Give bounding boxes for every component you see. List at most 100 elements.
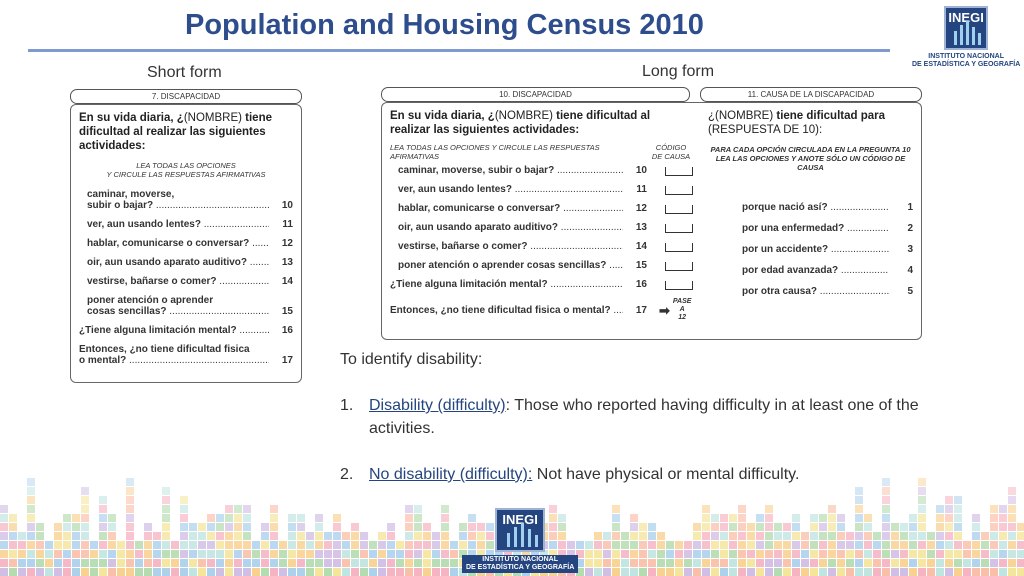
color-bar-cell — [792, 514, 800, 522]
color-bar-cell — [963, 568, 971, 576]
color-bar-cell — [297, 559, 305, 567]
color-bar-cell — [162, 559, 170, 567]
color-bar-cell — [954, 514, 962, 522]
color-bar-cell — [99, 523, 107, 531]
color-bar-cell — [972, 541, 980, 549]
color-bar-cell — [585, 541, 593, 549]
color-bar-cell — [459, 532, 467, 540]
color-bar-cell — [27, 523, 35, 531]
color-bar-cell — [162, 505, 170, 513]
color-bar-cell — [261, 568, 269, 576]
color-bar-cell — [414, 559, 422, 567]
color-bar-cell — [396, 541, 404, 549]
color-bar-cell — [981, 550, 989, 558]
color-bar-cell — [27, 514, 35, 522]
color-bar-cell — [792, 541, 800, 549]
color-bar-cell — [855, 568, 863, 576]
color-bar-cell — [126, 487, 134, 495]
color-bar-cell — [720, 559, 728, 567]
color-bar-cell — [423, 568, 431, 576]
question-option: ¿Tiene alguna limitación mental?16 — [390, 279, 693, 290]
color-bar-cell — [864, 541, 872, 549]
color-bar-cell — [774, 550, 782, 558]
color-bar-cell — [864, 568, 872, 576]
color-bar-cell — [945, 523, 953, 531]
color-bar-cell — [864, 559, 872, 567]
cause-code-box[interactable] — [665, 281, 693, 290]
color-bar-cell — [819, 514, 827, 522]
color-bar-cell — [702, 541, 710, 549]
color-bar-cell — [999, 568, 1007, 576]
color-bar-cell — [882, 541, 890, 549]
color-bar-cell — [369, 568, 377, 576]
option-code: 17 — [281, 355, 293, 366]
color-bar-cell — [387, 523, 395, 531]
cause-code-box[interactable] — [665, 167, 693, 176]
color-bar-cell — [54, 550, 62, 558]
cause-code-box[interactable] — [665, 262, 693, 271]
color-bar-cell — [855, 532, 863, 540]
color-bar-cell — [675, 550, 683, 558]
color-bar-cell — [657, 559, 665, 567]
color-bar-cell — [414, 550, 422, 558]
color-bar-cell — [63, 568, 71, 576]
color-bar-cell — [720, 523, 728, 531]
color-bar-cell — [108, 550, 116, 558]
short-form-questionnaire: En su vida diaria, ¿(NOMBRE) tiene dific… — [70, 104, 302, 383]
color-bar-cell — [369, 550, 377, 558]
color-bar-cell — [324, 532, 332, 540]
color-bar-cell — [855, 487, 863, 495]
color-bar-cell — [720, 550, 728, 558]
color-bar-cell — [135, 541, 143, 549]
color-bar-cell — [63, 514, 71, 522]
color-bar-cell — [342, 559, 350, 567]
color-bar-cell — [981, 541, 989, 549]
color-bar-cell — [882, 532, 890, 540]
color-bar-cell — [333, 568, 341, 576]
option-code: 12 — [635, 203, 647, 214]
color-bar-cell — [675, 559, 683, 567]
color-bar-cell — [117, 541, 125, 549]
color-bar-cell — [999, 550, 1007, 558]
color-bar-cell — [324, 550, 332, 558]
color-bar-cell — [396, 559, 404, 567]
color-bar-cell — [288, 568, 296, 576]
color-bar-cell — [747, 541, 755, 549]
color-bar-cell — [315, 532, 323, 540]
color-bar-cell — [261, 532, 269, 540]
cause-code-box[interactable] — [665, 243, 693, 252]
color-bar-cell — [711, 550, 719, 558]
color-bar-cell — [468, 541, 476, 549]
color-bar-cell — [855, 550, 863, 558]
color-bar-cell — [945, 532, 953, 540]
color-bar-cell — [882, 559, 890, 567]
color-bar-cell — [207, 568, 215, 576]
question-option: ¿Tiene alguna limitación mental?16 — [79, 325, 293, 336]
cause-items: porque nació así?1 por una enfermedad?2 po… — [708, 202, 913, 297]
color-bar-cell — [828, 514, 836, 522]
cause-code-box[interactable] — [665, 224, 693, 233]
color-bar-cell — [846, 532, 854, 540]
color-bar-cell — [423, 523, 431, 531]
cause-code-box[interactable] — [665, 205, 693, 214]
color-bar-cell — [423, 559, 431, 567]
color-bar-cell — [954, 496, 962, 504]
color-bar-cell — [999, 559, 1007, 567]
color-bar-cell — [45, 550, 53, 558]
color-bar-cell — [153, 550, 161, 558]
color-bar-cell — [945, 559, 953, 567]
color-bar-cell — [198, 523, 206, 531]
question-option: vestirse, bañarse o comer?14 — [390, 241, 693, 252]
color-bar-cell — [846, 568, 854, 576]
color-bar-cell — [162, 487, 170, 495]
color-bar-cell — [387, 532, 395, 540]
color-bar-cell — [441, 505, 449, 513]
color-bar-cell — [297, 532, 305, 540]
cause-code-box[interactable] — [665, 186, 693, 195]
color-bar-cell — [657, 532, 665, 540]
color-bar-cell — [279, 559, 287, 567]
color-bar-cell — [999, 523, 1007, 531]
color-bar-cell — [837, 514, 845, 522]
color-bar-cell — [171, 568, 179, 576]
color-bar-cell — [18, 550, 26, 558]
